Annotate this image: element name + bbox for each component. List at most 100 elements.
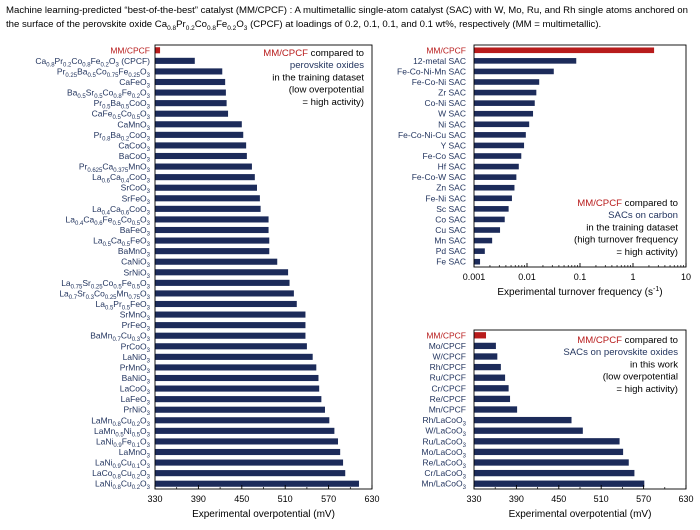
- label-part: BaMn: [90, 331, 112, 341]
- category-label: LaNi0.9Fe0.1O3: [96, 436, 151, 449]
- x-axis-title: Experimental overpotential (mV): [192, 509, 335, 520]
- header-subscript: 0.2: [227, 24, 237, 32]
- label-part: LaNiO: [123, 352, 147, 362]
- bar: [155, 78, 226, 86]
- category-label: Mn/LaCoO3: [422, 479, 467, 492]
- label-part: BaFeO: [120, 225, 147, 235]
- subscript: 3: [147, 316, 151, 322]
- label-part: Fe: [118, 66, 128, 76]
- label-part: Ni: [124, 426, 132, 436]
- category-label: W SAC: [438, 109, 466, 119]
- subscript: 0.9: [112, 464, 121, 470]
- subscript: 0.5: [103, 242, 112, 248]
- bar: [155, 248, 270, 255]
- subscript: 3: [147, 337, 151, 343]
- category-label: BaFeO3: [120, 225, 151, 238]
- subscript: 0.25: [128, 73, 140, 79]
- subscript: 3: [147, 189, 151, 195]
- label-part: Co: [103, 88, 114, 98]
- label-part: O: [140, 479, 147, 489]
- bar: [155, 184, 257, 191]
- label-part: Ca: [102, 162, 113, 172]
- category-label: PrNiO3: [124, 405, 151, 418]
- annotation-line: = high activity): [616, 384, 678, 395]
- label-part: Mn/CPCF: [429, 405, 466, 415]
- annotation-line: SACs on carbon: [608, 210, 678, 221]
- label-part: Ba: [110, 130, 121, 140]
- label-part: Co: [121, 109, 132, 119]
- annotation-part: SACs on perovskite oxides: [563, 347, 678, 358]
- subscript: 0.75: [71, 284, 83, 290]
- annotation-line: perovskite oxides: [290, 60, 364, 71]
- subscript: 3: [147, 454, 151, 460]
- category-label: Fe-Ni SAC: [425, 193, 466, 203]
- label-part: Co: [103, 278, 114, 288]
- label-part: Pr: [113, 299, 122, 309]
- subscript: 0.5: [77, 94, 86, 100]
- subscript: 0.2: [132, 94, 141, 100]
- bar: [155, 226, 269, 234]
- category-label: BaMn0.7Cu0.3O3: [90, 331, 150, 344]
- category-label: LaNiO3: [123, 352, 151, 365]
- bar: [474, 480, 645, 487]
- x-tick-label: 390: [191, 494, 206, 504]
- bar: [155, 110, 229, 117]
- bar: [155, 406, 325, 413]
- category-label: Fe-Co SAC: [423, 151, 466, 161]
- category-label: Fe-Co-Ni-Mn SAC: [397, 66, 466, 76]
- x-tick-label: 450: [551, 494, 566, 504]
- label-part: Pr: [55, 56, 64, 66]
- bar: [155, 237, 270, 244]
- bar: [474, 142, 525, 149]
- label-part: LaFeO: [121, 394, 147, 404]
- subscript: 3: [147, 232, 151, 238]
- subscript: 0.3: [132, 337, 141, 343]
- category-label: Hf SAC: [438, 162, 466, 172]
- subscript: 0.2: [121, 136, 130, 142]
- label-part: Ba: [67, 88, 78, 98]
- category-label: Ca0.8Pr0.2Co0.8Fe0.2O3 (CPCF): [35, 56, 150, 69]
- bar: [155, 142, 247, 149]
- x-axis-title: Experimental turnover frequency (s-1): [497, 286, 662, 298]
- label-part: W/CPCF: [432, 352, 466, 362]
- label-part: BaNiO: [122, 373, 147, 383]
- annotation-line: SACs on perovskite oxides: [563, 347, 678, 358]
- category-label: SrFeO3: [122, 193, 151, 206]
- x-tick-label: 630: [364, 494, 379, 504]
- label-part: Sr: [82, 278, 91, 288]
- bar: [155, 438, 339, 445]
- annotation-part: in the training dataset: [272, 72, 364, 83]
- annotation-part: MM/CPCF: [263, 48, 308, 59]
- label-part: Sr: [86, 88, 95, 98]
- subscript: 3: [147, 380, 151, 386]
- bar: [474, 184, 515, 191]
- annotation-part: compared to: [622, 335, 678, 346]
- x-tick-label: 450: [234, 494, 249, 504]
- annotation-line: (high turnover frequency: [574, 235, 678, 246]
- category-label: Y SAC: [441, 140, 466, 150]
- subscript: 3: [147, 358, 151, 364]
- label-part: Ru/CPCF: [430, 373, 466, 383]
- bar: [474, 132, 526, 138]
- subscript: 0.1: [132, 443, 141, 449]
- bar: [474, 406, 518, 413]
- bar: [155, 195, 260, 202]
- bar: [155, 427, 335, 434]
- annotation-part: MM/CPCF: [577, 198, 622, 209]
- label-part: CaFeO: [119, 77, 147, 87]
- category-label: Ru/LaCoO3: [422, 436, 466, 449]
- label-part: La: [95, 299, 105, 309]
- label-part: Ru/LaCoO: [422, 436, 463, 446]
- subscript: 3: [147, 84, 151, 90]
- annotation-line: in this work: [630, 359, 678, 370]
- bar: [474, 374, 506, 381]
- category-label: Co SAC: [435, 214, 466, 224]
- bar: [155, 163, 252, 170]
- label-part: O: [140, 88, 147, 98]
- x-tick-label: 510: [278, 494, 293, 504]
- bar: [155, 364, 317, 371]
- label-part: Cu: [121, 415, 132, 425]
- subscript: 0.3: [86, 295, 95, 301]
- category-label: La0.5Pr0.5FeO3: [95, 299, 150, 312]
